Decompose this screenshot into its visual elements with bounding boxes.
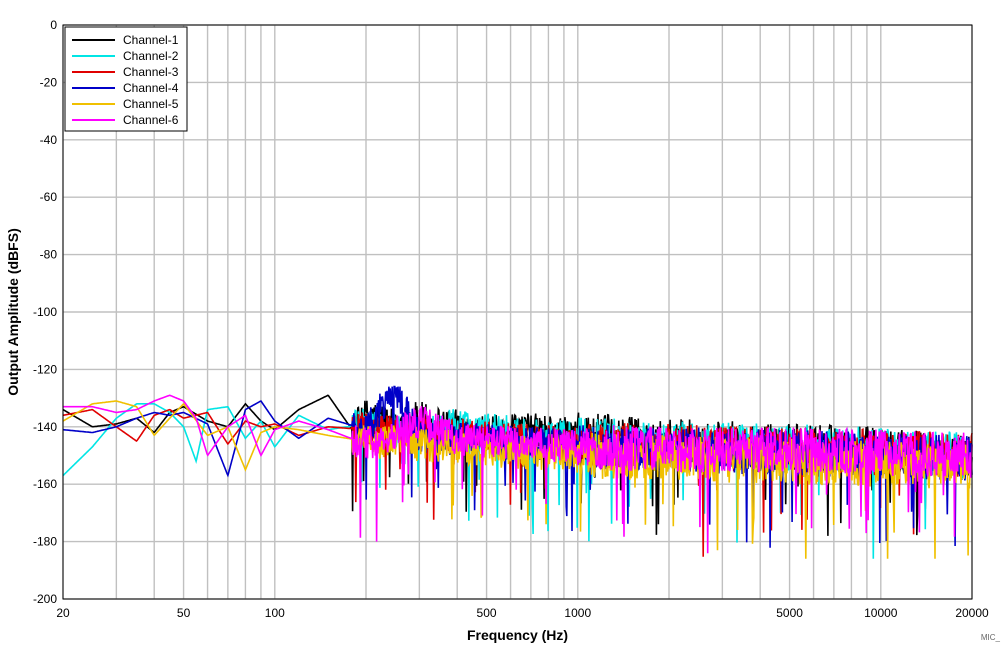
- y-tick-label: -40: [40, 133, 58, 147]
- x-tick-labels: 20 50 100 500 1000 5000 10000 20000: [56, 606, 989, 620]
- y-tick-label: -180: [33, 535, 57, 549]
- y-tick-labels: 0 -20 -40 -60 -80 -100 -120 -140 -160 -180 -200: [33, 18, 57, 606]
- legend: Channel-1 Channel-2 Channel-3 Channel-4 Chan…: [64, 26, 188, 132]
- y-axis-label: Output Amplitude (dBFS): [5, 228, 21, 395]
- x-tick-label: 10000: [864, 606, 898, 620]
- y-tick-label: -200: [33, 592, 57, 606]
- y-tick-label: -80: [40, 248, 58, 262]
- y-tick-label: -100: [33, 305, 57, 319]
- legend-entry: Channel-5: [123, 97, 179, 111]
- x-tick-label: 20: [56, 606, 70, 620]
- legend-box: [64, 26, 188, 132]
- x-tick-label: 1000: [564, 606, 591, 620]
- x-tick-label: 50: [177, 606, 191, 620]
- y-tick-label: 0: [50, 18, 57, 32]
- y-tick-label: -160: [33, 477, 57, 491]
- x-tick-label: 5000: [776, 606, 803, 620]
- y-tick-label: -140: [33, 420, 57, 434]
- x-tick-label: 20000: [955, 606, 989, 620]
- x-tick-label: 100: [265, 606, 285, 620]
- legend-entry: Channel-2: [123, 49, 179, 63]
- x-tick-label: 500: [477, 606, 497, 620]
- legend-entry: Channel-3: [123, 65, 179, 79]
- x-axis-label: Frequency (Hz): [467, 627, 568, 643]
- legend-entry: Channel-4: [123, 81, 179, 95]
- series-line-channel-6: [63, 394, 973, 554]
- series-group: [62, 385, 973, 559]
- legend-entry: Channel-1: [123, 33, 179, 47]
- y-tick-label: -60: [40, 190, 58, 204]
- y-tick-label: -120: [33, 362, 57, 376]
- plot-frame: [62, 24, 973, 600]
- legend-entry: Channel-6: [123, 113, 179, 127]
- footnote-text: MIC_: [981, 633, 1001, 642]
- y-tick-label: -20: [40, 75, 58, 89]
